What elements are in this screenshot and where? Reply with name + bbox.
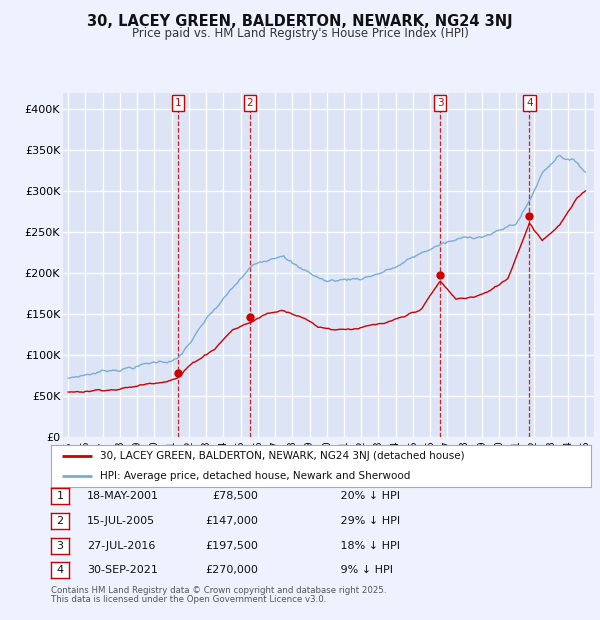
Text: Price paid vs. HM Land Registry's House Price Index (HPI): Price paid vs. HM Land Registry's House …: [131, 27, 469, 40]
Text: Contains HM Land Registry data © Crown copyright and database right 2025.: Contains HM Land Registry data © Crown c…: [51, 586, 386, 595]
Text: 2: 2: [247, 98, 253, 108]
Text: 2: 2: [56, 516, 64, 526]
Text: 9% ↓ HPI: 9% ↓ HPI: [330, 565, 393, 575]
Text: 3: 3: [437, 98, 443, 108]
Text: £270,000: £270,000: [205, 565, 258, 575]
Text: £78,500: £78,500: [212, 491, 258, 501]
Text: 30, LACEY GREEN, BALDERTON, NEWARK, NG24 3NJ: 30, LACEY GREEN, BALDERTON, NEWARK, NG24…: [87, 14, 513, 29]
Text: 30, LACEY GREEN, BALDERTON, NEWARK, NG24 3NJ (detached house): 30, LACEY GREEN, BALDERTON, NEWARK, NG24…: [100, 451, 464, 461]
Text: 4: 4: [56, 565, 64, 575]
Text: £147,000: £147,000: [205, 516, 258, 526]
Text: This data is licensed under the Open Government Licence v3.0.: This data is licensed under the Open Gov…: [51, 595, 326, 604]
Text: 4: 4: [526, 98, 533, 108]
Text: 3: 3: [56, 541, 64, 551]
Text: 1: 1: [175, 98, 181, 108]
Text: 29% ↓ HPI: 29% ↓ HPI: [330, 516, 400, 526]
Text: 20% ↓ HPI: 20% ↓ HPI: [330, 491, 400, 501]
Text: 15-JUL-2005: 15-JUL-2005: [87, 516, 155, 526]
Text: 1: 1: [56, 491, 64, 501]
Text: 18-MAY-2001: 18-MAY-2001: [87, 491, 159, 501]
Text: 30-SEP-2021: 30-SEP-2021: [87, 565, 158, 575]
Text: £197,500: £197,500: [205, 541, 258, 551]
Text: HPI: Average price, detached house, Newark and Sherwood: HPI: Average price, detached house, Newa…: [100, 471, 410, 481]
Text: 18% ↓ HPI: 18% ↓ HPI: [330, 541, 400, 551]
Text: 27-JUL-2016: 27-JUL-2016: [87, 541, 155, 551]
